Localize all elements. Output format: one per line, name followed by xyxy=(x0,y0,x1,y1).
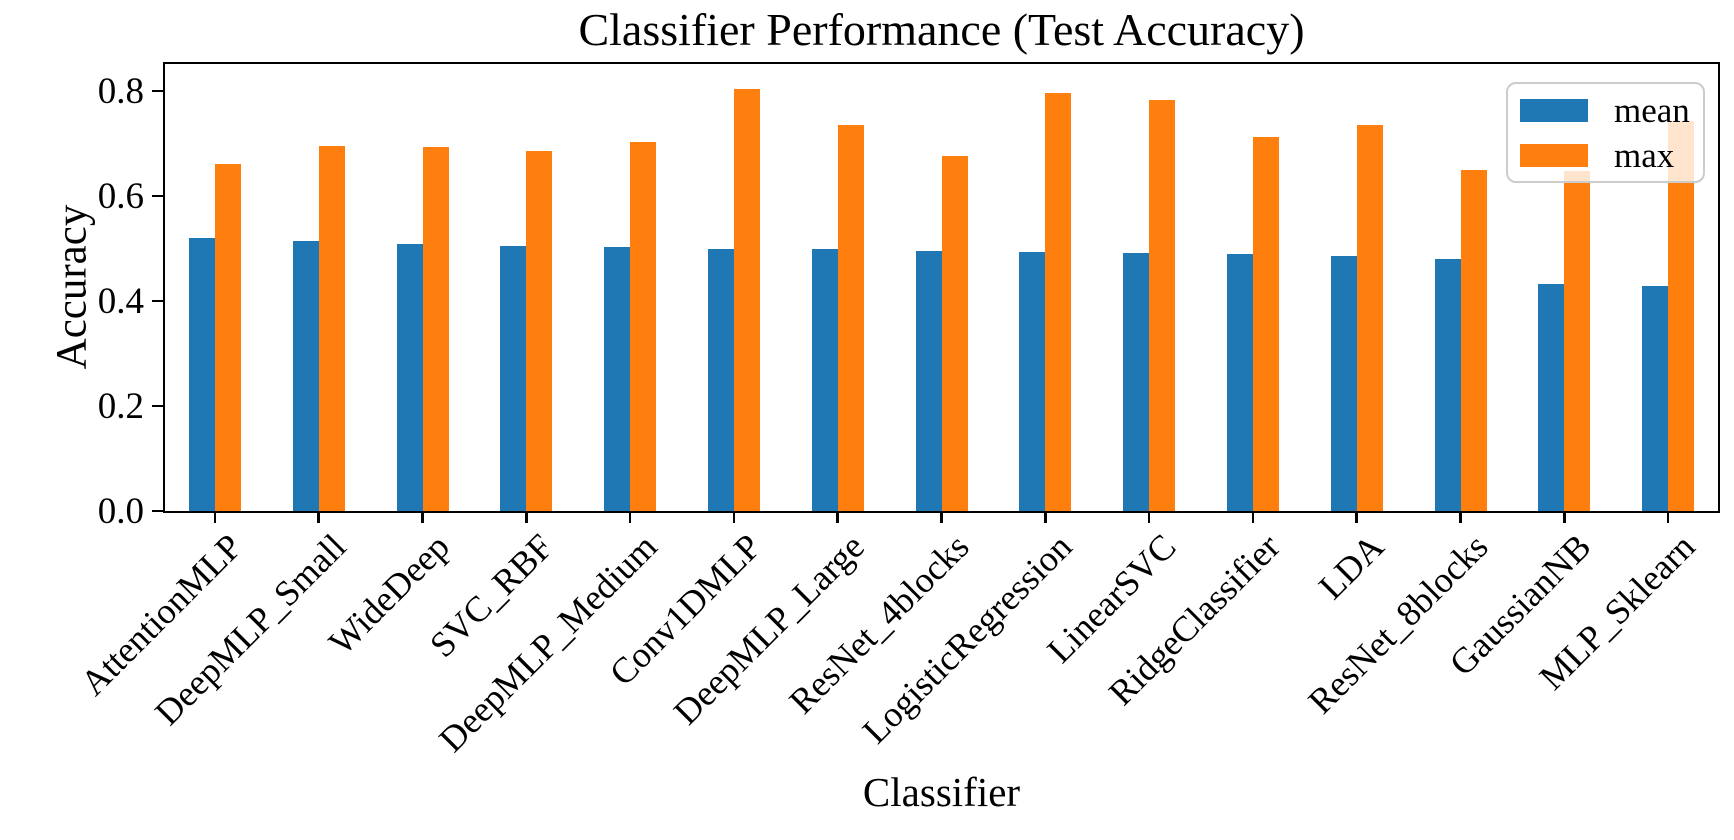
legend: mean max xyxy=(1506,82,1705,183)
x-tick-label: DeepMLP_Medium xyxy=(431,526,665,760)
x-tick-label: DeepMLP_Large xyxy=(666,526,873,733)
x-tick-label: Conv1DMLP xyxy=(601,526,769,694)
x-tick xyxy=(628,513,632,523)
x-tick xyxy=(1563,513,1566,523)
legend-entry-max: max xyxy=(1520,138,1691,173)
x-tick-label: AttentionMLP xyxy=(72,526,250,704)
y-tick xyxy=(152,299,163,303)
x-axis-label: Classifier xyxy=(862,769,1021,815)
x-tick-label: ResNet_4blocks xyxy=(780,526,977,722)
x-tick-label: SVC_RBF xyxy=(422,526,561,665)
y-axis-label: Accuracy xyxy=(48,204,96,370)
y-tick xyxy=(152,509,163,513)
x-tick-label: RidgeClassifier xyxy=(1100,526,1288,713)
x-tick-label: MLP_Sklearn xyxy=(1531,526,1703,698)
plot-area xyxy=(163,62,1720,513)
x-tick xyxy=(213,513,217,523)
legend-entry-mean: mean xyxy=(1520,93,1691,128)
x-tick xyxy=(525,513,528,523)
x-tick xyxy=(421,513,424,523)
x-tick-label: LinearSVC xyxy=(1039,526,1184,671)
x-tick xyxy=(1666,513,1670,523)
chart-title: Classifier Performance (Test Accuracy) xyxy=(578,4,1305,55)
legend-label-mean: mean xyxy=(1614,90,1690,130)
legend-swatch-mean xyxy=(1520,98,1588,122)
x-tick xyxy=(1044,513,1047,523)
x-tick xyxy=(940,513,943,523)
x-tick-label: DeepMLP_Small xyxy=(146,526,354,733)
y-tick-label: 0.8 xyxy=(97,70,144,112)
y-tick-label: 0.0 xyxy=(97,490,144,532)
x-tick xyxy=(732,513,736,523)
x-tick-label: GaussianNB xyxy=(1441,526,1599,684)
x-tick xyxy=(836,513,839,523)
x-tick-label: ResNet_8blocks xyxy=(1299,526,1496,722)
x-tick-label: WideDeep xyxy=(320,526,458,663)
x-tick xyxy=(1147,513,1151,523)
x-tick-label: LDA xyxy=(1310,526,1392,607)
x-tick xyxy=(317,513,320,523)
y-tick xyxy=(152,404,163,408)
legend-swatch-max xyxy=(1520,143,1588,167)
x-tick xyxy=(1251,513,1255,523)
x-tick xyxy=(1355,513,1358,523)
y-tick xyxy=(152,89,163,93)
y-tick xyxy=(152,194,163,198)
legend-label-max: max xyxy=(1614,135,1675,175)
x-tick xyxy=(1459,513,1462,523)
y-tick-label: 0.2 xyxy=(97,385,144,427)
x-tick-label: LogisticRegression xyxy=(855,526,1080,752)
